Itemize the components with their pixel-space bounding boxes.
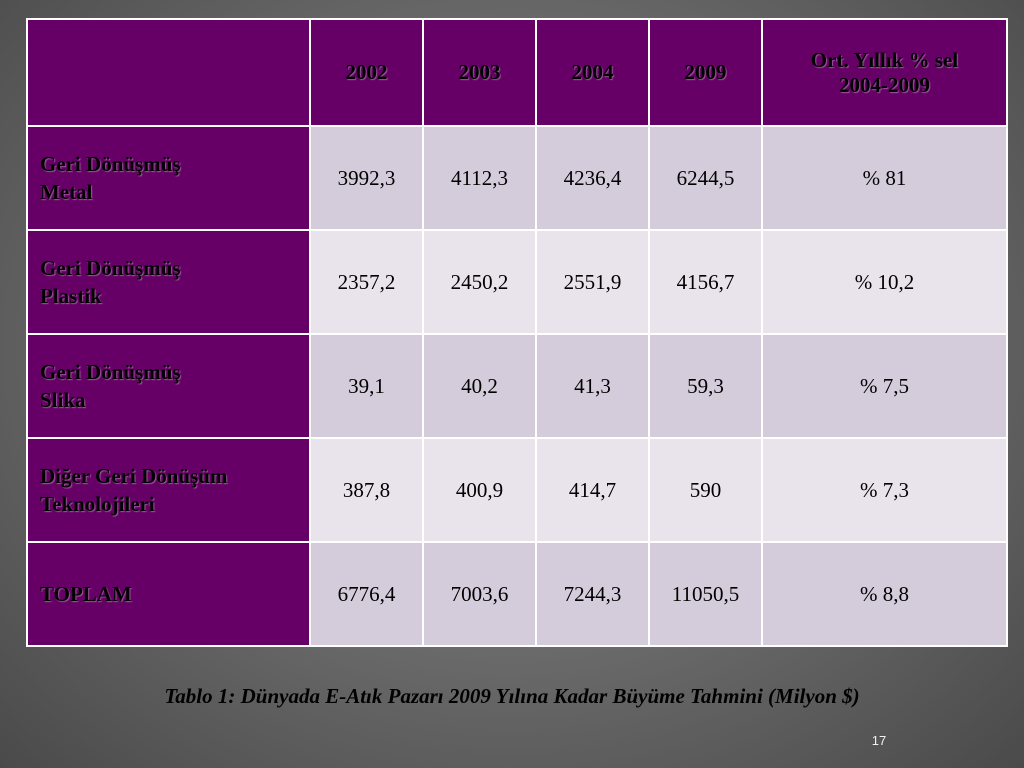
row-label-line1: Geri Dönüşmüş (40, 152, 181, 176)
header-cell-2004: 2004 (535, 18, 650, 127)
table-cell: 6776,4 (309, 541, 424, 647)
row-label-total: TOPLAM (26, 541, 311, 647)
table-row-total: TOPLAM 6776,4 7003,6 7244,3 11050,5 % 8,… (26, 541, 1008, 647)
table-cell: 6244,5 (648, 125, 763, 231)
header-cell-2009: 2009 (648, 18, 763, 127)
table-row: Geri Dönüşmüş Slika 39,1 40,2 41,3 59,3 %… (26, 333, 1008, 439)
table-caption: Tablo 1: Dünyada E-Atık Pazarı 2009 Yılı… (164, 684, 860, 708)
table-cell: 59,3 (648, 333, 763, 439)
row-label-line2: Slika (40, 388, 86, 412)
table-cell: % 7,5 (761, 333, 1008, 439)
table-cell: % 81 (761, 125, 1008, 231)
table-cell: % 8,8 (761, 541, 1008, 647)
header-cell-2003: 2003 (422, 18, 537, 127)
row-label-line1: Diğer Geri Dönüşüm (40, 464, 228, 488)
table-row: Diğer Geri Dönüşüm Teknolojileri 387,8 40… (26, 437, 1008, 543)
row-label: Geri Dönüşmüş Metal (26, 125, 311, 231)
table-cell: 387,8 (309, 437, 424, 543)
row-label-line2: Metal (40, 180, 93, 204)
table-cell: % 10,2 (761, 229, 1008, 335)
table-cell: 40,2 (422, 333, 537, 439)
row-label: Diğer Geri Dönüşüm Teknolojileri (26, 437, 311, 543)
table-cell: 2450,2 (422, 229, 537, 335)
table-cell: 414,7 (535, 437, 650, 543)
table-cell: 2551,9 (535, 229, 650, 335)
data-table: 2002 2003 2004 2009 Ort. Yıllık % sel 20… (26, 18, 1008, 647)
row-label: Geri Dönüşmüş Plastik (26, 229, 311, 335)
table-cell: 39,1 (309, 333, 424, 439)
row-label-line2: Plastik (40, 284, 102, 308)
row-label-line2: Teknolojileri (40, 492, 155, 516)
table-cell: % 7,3 (761, 437, 1008, 543)
table-cell: 7003,6 (422, 541, 537, 647)
page-number: 17 (871, 733, 887, 748)
table-cell: 2357,2 (309, 229, 424, 335)
header-cell-empty (26, 18, 311, 127)
table-cell: 7244,3 (535, 541, 650, 647)
row-label: Geri Dönüşmüş Slika (26, 333, 311, 439)
row-label-line1: Geri Dönüşmüş (40, 360, 181, 384)
row-label-line1: Geri Dönüşmüş (40, 256, 181, 280)
table-cell: 400,9 (422, 437, 537, 543)
header-cell-growth: Ort. Yıllık % sel 2004-2009 (761, 18, 1008, 127)
table-row: Geri Dönüşmüş Plastik 2357,2 2450,2 2551,… (26, 229, 1008, 335)
table-cell: 590 (648, 437, 763, 543)
header-row: 2002 2003 2004 2009 Ort. Yıllık % sel 20… (26, 18, 1008, 127)
table-row: Geri Dönüşmüş Metal 3992,3 4112,3 4236,4 … (26, 125, 1008, 231)
header-cell-2002: 2002 (309, 18, 424, 127)
table-cell: 4156,7 (648, 229, 763, 335)
table-cell: 41,3 (535, 333, 650, 439)
table-cell: 3992,3 (309, 125, 424, 231)
table-cell: 4112,3 (422, 125, 537, 231)
table-cell: 4236,4 (535, 125, 650, 231)
table-cell: 11050,5 (648, 541, 763, 647)
